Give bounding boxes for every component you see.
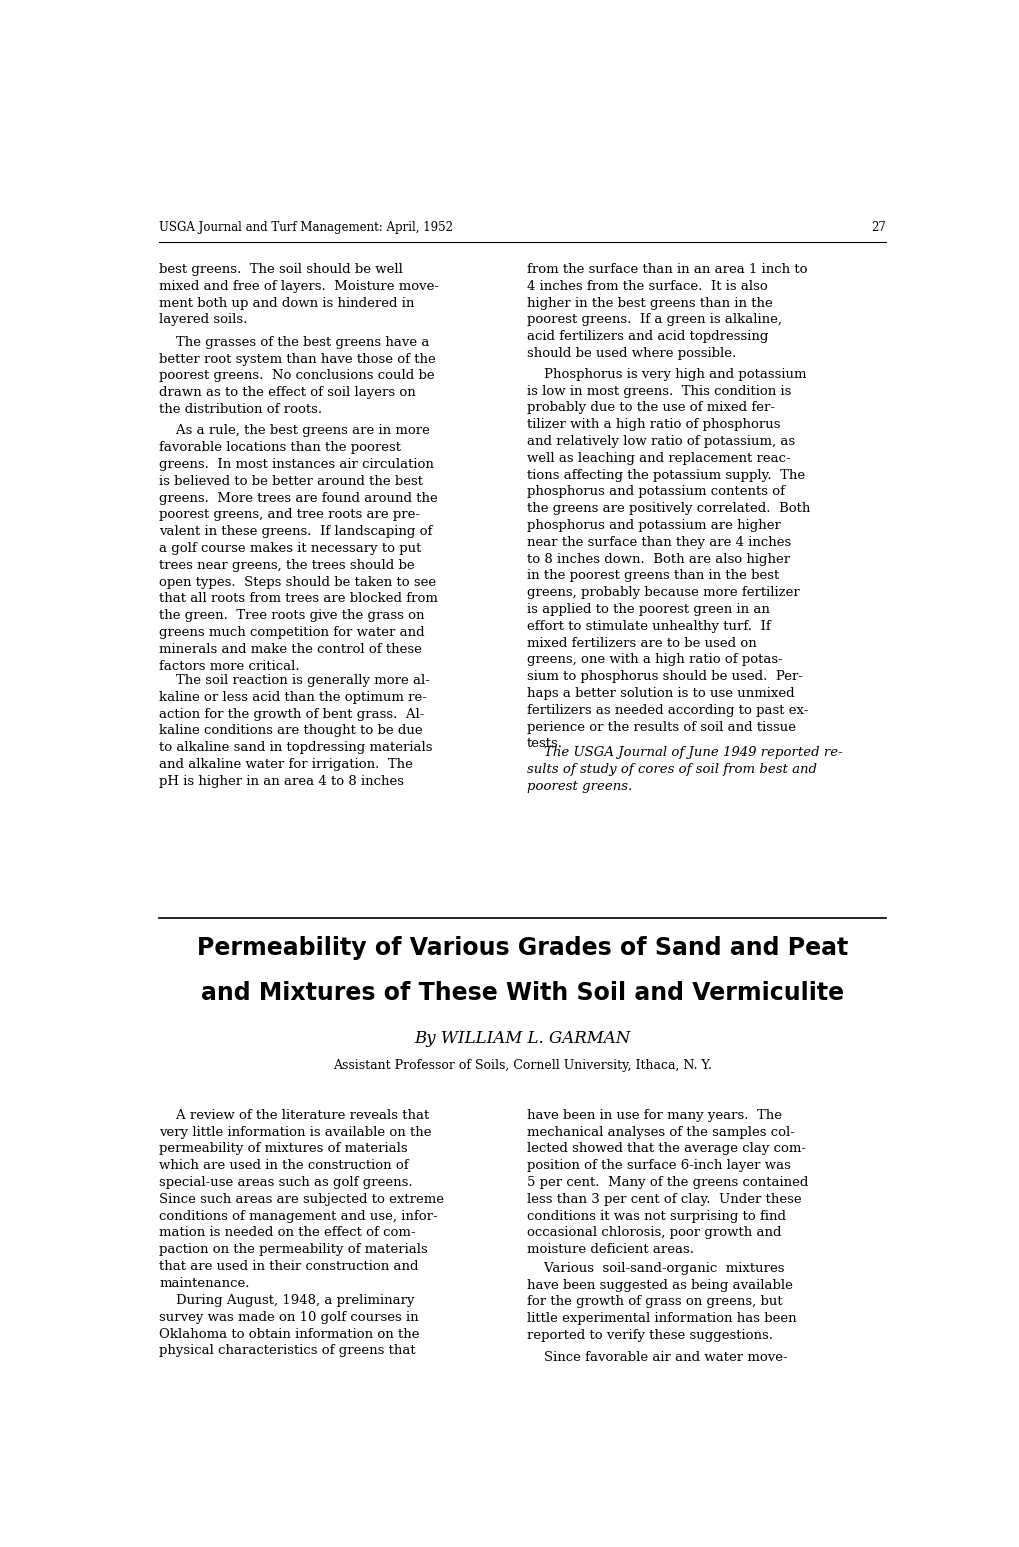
Text: and Mixtures of These With Soil and Vermiculite: and Mixtures of These With Soil and Verm… xyxy=(201,981,844,1006)
Text: 27: 27 xyxy=(870,221,886,235)
Text: The USGA Journal of June 1949 reported re-
sults of study of cores of soil from : The USGA Journal of June 1949 reported r… xyxy=(526,746,842,792)
Text: USGA Journal and Turf Management: April, 1952: USGA Journal and Turf Management: April,… xyxy=(159,221,452,235)
Text: Phosphorus is very high and potassium
is low in most greens.  This condition is
: Phosphorus is very high and potassium is… xyxy=(526,368,809,750)
Text: By WILLIAM L. GARMAN: By WILLIAM L. GARMAN xyxy=(414,1030,631,1047)
Text: Permeability of Various Grades of Sand and Peat: Permeability of Various Grades of Sand a… xyxy=(197,936,848,961)
Text: from the surface than in an area 1 inch to
4 inches from the surface.  It is als: from the surface than in an area 1 inch … xyxy=(526,263,806,360)
Text: Assistant Professor of Soils, Cornell University, Ithaca, N. Y.: Assistant Professor of Soils, Cornell Un… xyxy=(333,1058,711,1072)
Text: Since favorable air and water move-: Since favorable air and water move- xyxy=(526,1351,787,1363)
Text: The soil reaction is generally more al-
kaline or less acid than the optimum re-: The soil reaction is generally more al- … xyxy=(159,674,432,787)
Text: A review of the literature reveals that
very little information is available on : A review of the literature reveals that … xyxy=(159,1109,443,1290)
Text: best greens.  The soil should be well
mixed and free of layers.  Moisture move-
: best greens. The soil should be well mix… xyxy=(159,263,439,326)
Text: During August, 1948, a preliminary
survey was made on 10 golf courses in
Oklahom: During August, 1948, a preliminary surve… xyxy=(159,1293,419,1357)
Text: The grasses of the best greens have a
better root system than have those of the
: The grasses of the best greens have a be… xyxy=(159,336,435,416)
Text: have been in use for many years.  The
mechanical analyses of the samples col-
le: have been in use for many years. The mec… xyxy=(526,1109,807,1256)
Text: As a rule, the best greens are in more
favorable locations than the poorest
gree: As a rule, the best greens are in more f… xyxy=(159,424,437,673)
Text: Various  soil-sand-organic  mixtures
have been suggested as being available
for : Various soil-sand-organic mixtures have … xyxy=(526,1262,796,1343)
